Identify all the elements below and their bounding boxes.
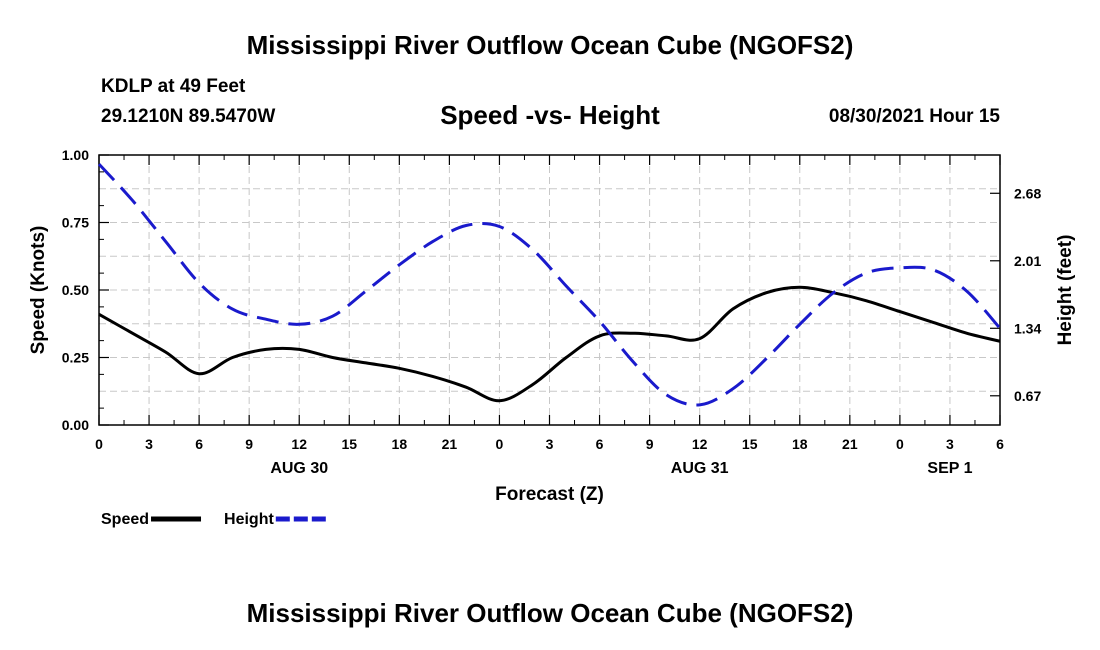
x-tick-label: 6	[596, 436, 604, 452]
date-label: AUG 30	[270, 460, 328, 477]
x-tick-label: 9	[245, 436, 253, 452]
series-line-speed	[98, 285, 1001, 403]
x-tick-label: 3	[546, 436, 554, 452]
x-tick-label: 6	[195, 436, 203, 452]
x-tick-label: 12	[692, 436, 708, 452]
x-tick-label: 21	[842, 436, 858, 452]
date-label: AUG 31	[671, 460, 729, 477]
y-right-tick-label: 1.34	[1014, 320, 1041, 336]
series-line-height	[97, 163, 1002, 407]
legend-label-speed: Speed	[101, 511, 149, 528]
station-coordinates: 29.1210N 89.5470W	[101, 106, 276, 127]
y-left-tick-label: 0.75	[62, 215, 89, 231]
x-tick-label: 15	[341, 436, 357, 452]
x-tick-label: 0	[896, 436, 904, 452]
x-tick-label: 15	[742, 436, 758, 452]
y-right-axis-title: Height (feet)	[1055, 235, 1076, 346]
x-tick-label: 3	[145, 436, 153, 452]
y-left-tick-label: 0.25	[62, 350, 89, 366]
x-tick-label: 6	[996, 436, 1004, 452]
x-tick-label: 21	[442, 436, 458, 452]
y-left-tick-label: 0.50	[62, 282, 89, 298]
y-right-tick-label: 2.68	[1014, 185, 1041, 201]
chart-title: Mississippi River Outflow Ocean Cube (NG…	[246, 30, 854, 60]
chart-subtitle: Speed -vs- Height	[440, 100, 660, 130]
x-tick-label: 18	[392, 436, 408, 452]
y-right-tick-label: 0.67	[1014, 388, 1041, 404]
x-tick-label: 18	[792, 436, 808, 452]
forecast-datetime: 08/30/2021 Hour 15	[828, 106, 1000, 127]
station-label: KDLP at 49 Feet	[101, 76, 246, 97]
x-tick-label: 3	[946, 436, 954, 452]
y-right-tick-label: 2.01	[1014, 253, 1041, 269]
x-tick-label: 9	[646, 436, 654, 452]
x-tick-label: 12	[291, 436, 307, 452]
y-left-tick-label: 1.00	[62, 147, 89, 163]
footer-title: Mississippi River Outflow Ocean Cube (NG…	[246, 598, 854, 628]
y-left-axis-title: Speed (Knots)	[28, 226, 49, 355]
legend-label-height: Height	[224, 511, 274, 528]
x-tick-label: 0	[95, 436, 103, 452]
x-tick-label: 0	[496, 436, 504, 452]
date-label: SEP 1	[927, 460, 972, 477]
x-axis-title: Forecast (Z)	[495, 484, 604, 505]
y-left-tick-label: 0.00	[62, 417, 89, 433]
